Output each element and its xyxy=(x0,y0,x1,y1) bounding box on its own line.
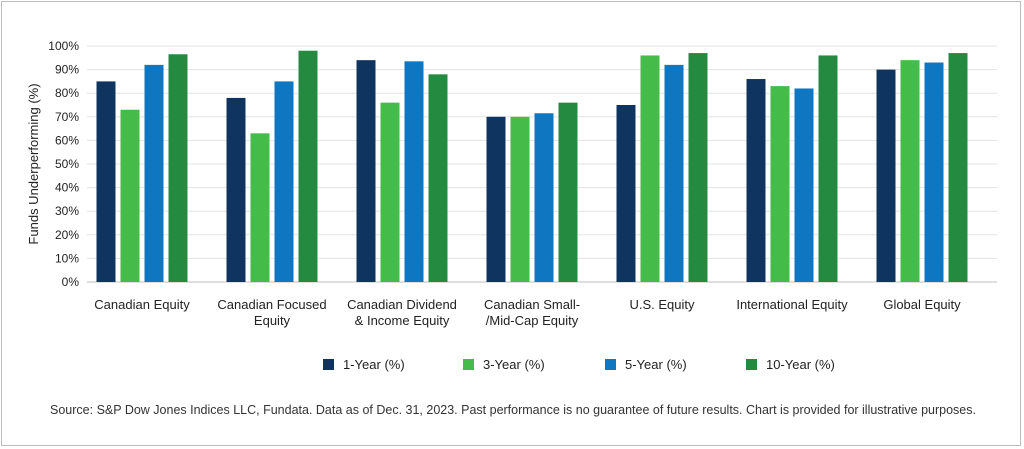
legend-label: 1-Year (%) xyxy=(343,357,405,372)
bar xyxy=(120,109,140,282)
bar xyxy=(168,54,188,283)
y-tick-label: 40% xyxy=(55,181,79,195)
category-label: & Income Equity xyxy=(355,313,450,328)
bar xyxy=(794,88,814,282)
legend-swatch xyxy=(323,359,334,370)
legend-label: 3-Year (%) xyxy=(483,357,545,372)
bar xyxy=(948,53,968,282)
bar xyxy=(380,102,400,282)
category-label: Canadian Equity xyxy=(94,297,190,312)
y-tick-label: 60% xyxy=(55,133,79,147)
y-axis-label: Funds Underperforming (%) xyxy=(26,83,41,244)
legend: 1-Year (%) 3-Year (%) 5-Year (%) 10-Year (%… xyxy=(323,357,835,372)
category-label: Global Equity xyxy=(883,297,961,312)
bar xyxy=(404,61,424,283)
bar xyxy=(510,116,530,282)
y-tick-label: 10% xyxy=(55,251,79,265)
bar xyxy=(818,55,838,282)
y-tick-label: 100% xyxy=(48,39,79,53)
bar xyxy=(688,53,708,282)
bar xyxy=(226,97,246,282)
legend-label: 10-Year (%) xyxy=(766,357,835,372)
y-tick-label: 0% xyxy=(62,275,80,289)
bar xyxy=(486,116,506,282)
bar xyxy=(96,81,116,283)
category-label: Canadian Dividend xyxy=(347,297,457,312)
bar xyxy=(746,79,766,282)
bar xyxy=(558,102,578,282)
category-label: International Equity xyxy=(736,297,848,312)
legend-label: 5-Year (%) xyxy=(625,357,687,372)
bar xyxy=(250,133,270,282)
bar xyxy=(876,69,896,282)
y-tick-label: 80% xyxy=(55,86,79,100)
y-tick-label: 70% xyxy=(55,110,79,124)
y-axis-ticks: 0% 10% 20% 30% 40% 50% 60% 70% 80% 90% 100% xyxy=(48,39,79,289)
bar xyxy=(616,105,636,282)
category-label: Canadian Focused xyxy=(217,297,326,312)
legend-swatch xyxy=(605,359,616,370)
bar xyxy=(640,55,660,282)
legend-swatch xyxy=(746,359,757,370)
bar xyxy=(428,74,448,282)
bar-chart: 0% 10% 20% 30% 40% 50% 60% 70% 80% 90% 100% Funds … xyxy=(26,39,997,372)
y-tick-label: 50% xyxy=(55,157,79,171)
bar xyxy=(298,50,318,282)
category-label: Equity xyxy=(254,313,291,328)
legend-swatch xyxy=(463,359,474,370)
source-note: Source: S&P Dow Jones Indices LLC, Funda… xyxy=(50,403,976,417)
category-label: U.S. Equity xyxy=(629,297,695,312)
y-tick-label: 90% xyxy=(55,63,79,77)
bars xyxy=(96,50,968,283)
category-label: Canadian Small- xyxy=(484,297,580,312)
y-tick-label: 30% xyxy=(55,204,79,218)
bar xyxy=(144,64,164,282)
bar xyxy=(770,86,790,283)
bar xyxy=(900,60,920,282)
bar xyxy=(274,81,294,283)
bar xyxy=(534,113,554,282)
y-tick-label: 20% xyxy=(55,228,79,242)
bar xyxy=(356,60,376,282)
bar xyxy=(924,62,944,282)
bar xyxy=(664,64,684,282)
category-label: /Mid-Cap Equity xyxy=(486,313,579,328)
